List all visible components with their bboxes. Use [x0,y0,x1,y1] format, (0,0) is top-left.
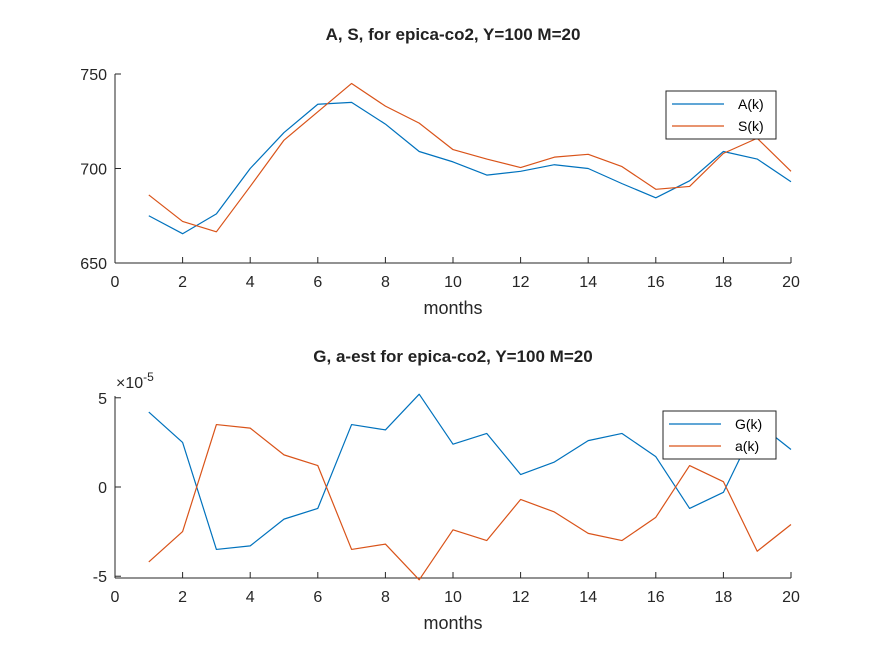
x-tick-label: 6 [313,589,322,606]
x-tick-label: 6 [313,274,322,291]
chart-panel-1: A, S, for epica-co2, Y=100 M=20 0 2 4 6 8 10 12… [80,25,800,318]
chart-title: G, a-est for epica-co2, Y=100 M=20 [313,347,592,366]
x-tick-label: 4 [246,589,255,606]
x-tick-label: 20 [782,589,800,606]
legend-box [665,90,777,140]
x-tick-label: 2 [178,274,187,291]
chart-title: A, S, for epica-co2, Y=100 M=20 [326,25,581,44]
y-tick-label: 5 [98,391,107,408]
x-tick-label: 2 [178,589,187,606]
series-line-ak [148,423,792,581]
y-tick-label: 700 [80,162,107,179]
x-tick-label: 14 [579,274,597,291]
series-line-gk [148,393,792,551]
x-axis-label: months [423,298,482,318]
series-line-sk [148,82,792,233]
x-tick-label: 18 [715,589,733,606]
x-axis-label: months [423,613,482,633]
legend-box [662,410,777,460]
x-tick-label: 8 [381,274,390,291]
x-tick-label: 8 [381,589,390,606]
y-tick-label: -5 [93,569,107,586]
series-line-ak [148,101,792,235]
x-tick-label: 10 [444,589,462,606]
x-tick-label: 16 [647,589,665,606]
legend-entry-label: A(k) [738,96,764,112]
x-tick-label: 18 [715,274,733,291]
x-tick-label: 12 [512,589,530,606]
y-exponent-label: ×10-5 [116,370,154,392]
y-tick-label: 750 [80,67,107,84]
x-tick-label: 0 [111,589,120,606]
y-tick-label: 0 [98,480,107,497]
x-tick-label: 10 [444,274,462,291]
x-tick-label: 4 [246,274,255,291]
legend: A(k) S(k) [665,90,777,140]
x-tick-label: 20 [782,274,800,291]
chart-panel-2: G, a-est for epica-co2, Y=100 M=20 0 2 4 6 8 1… [93,347,800,633]
x-tick-label: 14 [579,589,597,606]
legend-entry-label: S(k) [738,118,764,134]
y-tick-label: 650 [80,256,107,273]
legend-entry-label: G(k) [735,416,762,432]
x-tick-label: 12 [512,274,530,291]
legend-entry-label: a(k) [735,438,759,454]
x-tick-label: 16 [647,274,665,291]
x-tick-label: 0 [111,274,120,291]
legend: G(k) a(k) [662,410,777,460]
